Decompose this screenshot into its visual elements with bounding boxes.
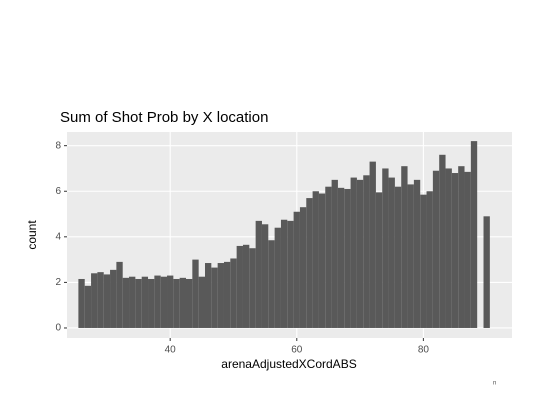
bar <box>407 184 414 328</box>
bar <box>148 278 155 328</box>
bar <box>242 244 250 328</box>
bar <box>413 179 421 328</box>
bar <box>204 263 212 328</box>
bar <box>388 177 395 328</box>
y-tick-label: 8 <box>55 140 61 151</box>
bar <box>420 194 427 328</box>
bar <box>337 187 345 328</box>
bar <box>167 275 174 328</box>
bar <box>293 211 300 328</box>
bar <box>470 141 478 328</box>
bar <box>103 274 111 328</box>
bar <box>179 277 187 328</box>
bar <box>173 278 180 328</box>
bar <box>135 278 142 328</box>
bar <box>287 220 294 328</box>
bar <box>249 248 256 328</box>
bar <box>451 173 459 328</box>
bar <box>445 168 452 328</box>
bar <box>268 240 275 328</box>
bar <box>261 224 269 328</box>
bar <box>122 277 130 328</box>
bar <box>116 261 123 328</box>
bar <box>78 278 85 328</box>
bar <box>350 177 357 328</box>
bar <box>198 276 205 328</box>
x-axis-title: arenaAdjustedXCordABS <box>221 357 356 371</box>
x-tick-label: 40 <box>165 345 177 356</box>
bar <box>312 191 319 328</box>
bar <box>217 263 224 328</box>
y-tick-label: 6 <box>55 186 61 197</box>
bar <box>255 220 262 328</box>
x-tick-label: 80 <box>418 345 430 356</box>
bar <box>91 273 98 328</box>
y-tick-label: 4 <box>55 231 61 242</box>
bar <box>97 272 104 328</box>
y-tick-label: 2 <box>55 277 61 288</box>
bar <box>318 193 326 328</box>
bar <box>223 261 231 328</box>
y-axis-title: count <box>25 220 39 250</box>
bar <box>141 276 149 328</box>
bar <box>110 269 117 328</box>
bar <box>344 188 351 328</box>
bar <box>394 186 402 328</box>
bar <box>458 166 465 328</box>
bar <box>483 216 490 328</box>
bar <box>439 154 446 328</box>
x-tick-label: 60 <box>291 345 303 356</box>
bar <box>306 198 313 328</box>
bar <box>280 219 288 328</box>
bar <box>192 259 199 328</box>
bar <box>369 161 376 328</box>
bar <box>375 192 383 328</box>
bar <box>363 175 370 328</box>
bar <box>154 275 161 328</box>
bar <box>230 258 237 328</box>
bar <box>401 166 408 328</box>
bar <box>356 179 364 328</box>
y-tick-label: 0 <box>55 323 61 334</box>
bar <box>186 278 193 328</box>
bar <box>84 285 92 328</box>
bar <box>274 227 281 328</box>
annotation: n <box>493 381 496 387</box>
chart-title: Sum of Shot Prob by X location <box>60 109 268 126</box>
bar <box>299 207 307 328</box>
bar <box>382 168 389 328</box>
bar <box>426 191 433 328</box>
bar <box>432 170 440 328</box>
bar <box>331 179 338 328</box>
bar <box>211 267 218 328</box>
bar <box>325 186 332 328</box>
bar <box>236 245 243 328</box>
bar <box>464 171 471 328</box>
bar <box>129 276 136 328</box>
bar <box>160 276 168 328</box>
